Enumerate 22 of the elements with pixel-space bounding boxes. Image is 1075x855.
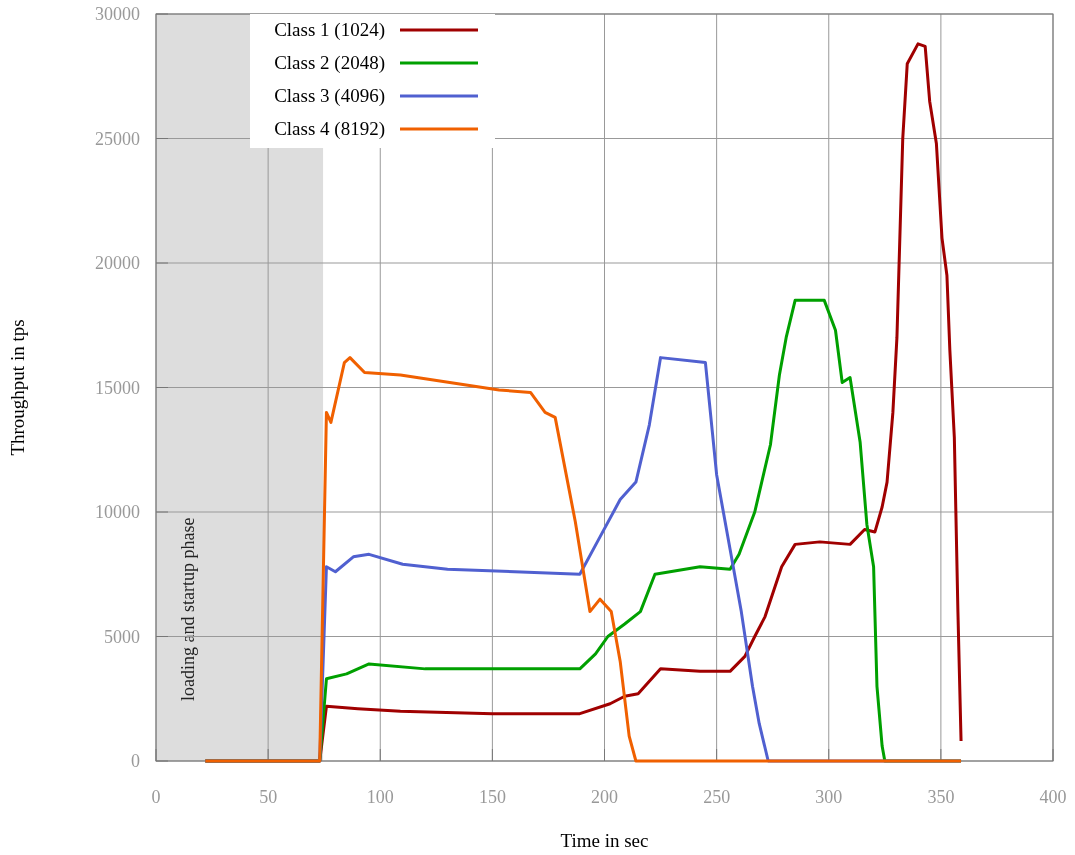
x-tick-label: 400 xyxy=(1039,787,1067,807)
x-tick-label: 100 xyxy=(366,787,394,807)
x-tick-label: 0 xyxy=(151,787,161,807)
x-tick-label: 350 xyxy=(927,787,955,807)
y-tick-label: 5000 xyxy=(104,626,140,647)
x-tick-label: 200 xyxy=(591,787,618,807)
y-tick-label: 20000 xyxy=(95,253,140,273)
x-tick-label: 50 xyxy=(259,787,278,807)
x-axis-title: Time in sec xyxy=(560,830,649,851)
legend-label: Class 1 (1024) xyxy=(274,19,385,41)
legend-label: Class 2 (2048) xyxy=(274,52,385,74)
y-axis-title: Throughput in tps xyxy=(7,319,28,456)
x-tick-label: 250 xyxy=(703,787,731,807)
x-tick-label: 150 xyxy=(478,787,506,807)
y-tick-label: 0 xyxy=(131,751,140,771)
legend-label: Class 4 (8192) xyxy=(274,118,385,140)
y-tick-label: 30000 xyxy=(95,4,140,24)
legend-label: Class 3 (4096) xyxy=(274,85,385,107)
y-tick-label: 10000 xyxy=(95,502,140,522)
x-tick-label: 300 xyxy=(815,787,843,807)
y-tick-label: 25000 xyxy=(95,128,140,149)
y-tick-label: 15000 xyxy=(95,377,140,398)
